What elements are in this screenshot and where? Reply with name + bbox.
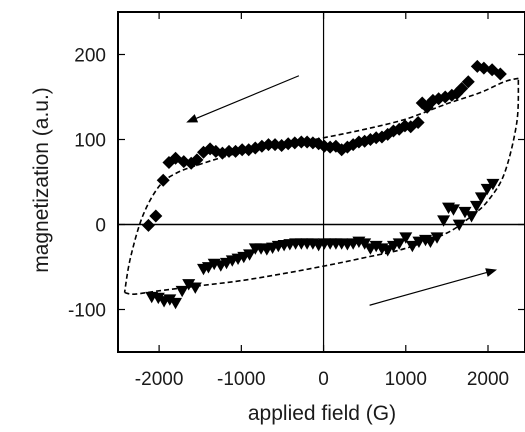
data-points <box>141 59 507 310</box>
diamond-point <box>229 144 243 158</box>
diamond-point <box>242 143 256 157</box>
diamond-point <box>470 59 484 73</box>
diamond-point <box>485 63 499 77</box>
field-direction-arrows <box>186 75 497 306</box>
diamond-point <box>415 96 429 110</box>
triangle-point <box>442 202 456 214</box>
triangle-point <box>465 211 479 223</box>
triangle-point <box>386 240 400 253</box>
x-axis-title: applied field (G) <box>248 402 396 425</box>
diamond-point <box>197 145 211 159</box>
y-tick-label: 200 <box>74 46 106 67</box>
triangle-point <box>175 285 189 298</box>
triangle-point <box>480 183 494 196</box>
x-tick-label: 1000 <box>385 369 427 390</box>
x-tick-label: 2000 <box>467 369 509 390</box>
diamond-point <box>268 138 282 152</box>
arrow-shaft <box>196 75 300 119</box>
fitted-curve-upper <box>123 77 519 293</box>
diamond-point <box>149 209 163 223</box>
diamond-point <box>162 155 176 169</box>
plot-frame <box>117 11 525 353</box>
y-tick-label: 0 <box>95 216 106 237</box>
triangle-point <box>458 206 472 219</box>
triangle-point <box>405 240 419 253</box>
axis-ticks <box>118 12 525 352</box>
triangle-point <box>182 279 196 291</box>
triangle-point <box>474 192 488 204</box>
x-tick-label: -2000 <box>135 369 184 390</box>
y-tick-label: -100 <box>68 301 106 322</box>
fitted-curve <box>123 77 520 296</box>
triangle-point <box>399 232 413 244</box>
x-tick-label: 0 <box>318 369 329 390</box>
arrow-head <box>485 268 497 277</box>
diamond-point <box>461 75 475 89</box>
triangle-point <box>248 243 262 255</box>
fitted-curve-lower <box>124 78 520 296</box>
arrow-shaft <box>369 271 487 306</box>
triangle-point <box>188 282 202 294</box>
triangle-point <box>207 258 221 271</box>
triangle-point <box>412 236 426 248</box>
diamond-point <box>141 218 155 232</box>
arrow-head <box>186 114 199 123</box>
x-tick-label: -1000 <box>217 369 266 390</box>
triangle-point <box>469 200 483 213</box>
y-axis-title: magnetization (a.u.) <box>30 87 53 273</box>
y-tick-label: 100 <box>74 131 106 152</box>
triangle-point <box>145 291 159 304</box>
diamond-point <box>156 173 170 187</box>
triangle-point <box>430 232 444 244</box>
triangle-point <box>363 243 377 255</box>
triangle-point <box>452 219 466 231</box>
triangle-point <box>197 263 211 276</box>
triangle-point <box>437 215 451 227</box>
